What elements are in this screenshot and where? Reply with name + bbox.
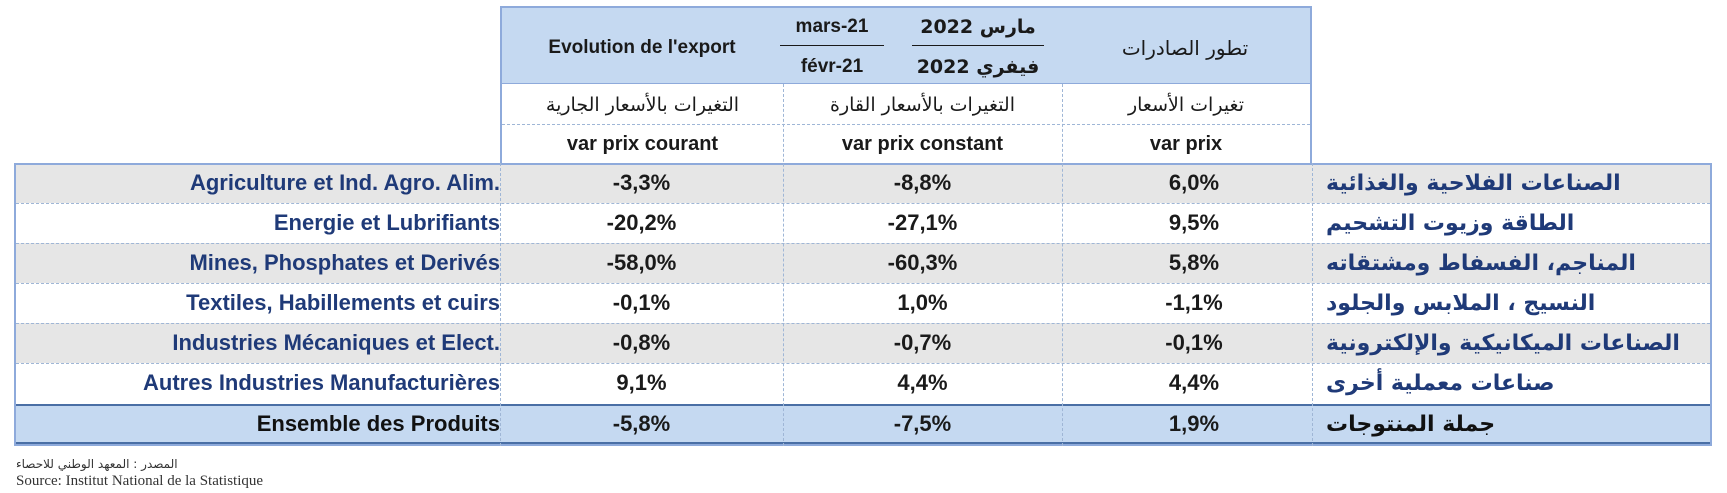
table-header-top [500,6,1312,84]
value-current: -0,1% [612,290,671,315]
total-row: Ensemble des Produits -5,8% -7,5% 1,9% ج… [14,404,1712,444]
value-constant: 1,0% [897,290,948,315]
header-divider [502,124,1310,125]
period-fr-denominator: févr-21 [800,56,864,77]
total-constant: -7,5% [893,411,952,436]
total-current: -5,8% [612,411,671,436]
header-title-fr: Evolution de l'export [548,37,736,58]
value-constant: 4,4% [897,370,948,395]
row-label-ar: الصناعات الميكانيكية والإلكترونية [1326,330,1680,356]
col-constant-fr: var prix constant [841,132,1004,155]
value-price: 6,0% [1168,170,1220,195]
value-constant: -8,8% [893,170,952,195]
row-label-fr: Agriculture et Ind. Agro. Alim. [189,170,500,195]
period-ar-fraction-line [912,45,1044,46]
row-separator [16,203,1710,204]
col-current-fr: var prix courant [566,132,719,155]
col-price-fr: var prix [1149,132,1223,155]
value-price: 5,8% [1168,250,1220,275]
value-price: -0,1% [1165,330,1223,355]
row-label-ar: النسيج ، الملابس والجلود [1326,290,1596,316]
row-label-fr: Textiles, Habillements et cuirs [186,290,500,315]
row-separator [16,283,1710,284]
source-fr: Source: Institut National de la Statisti… [16,473,264,489]
table-row: Autres Industries Manufacturières 9,1% 4… [14,363,1712,403]
total-label-fr: Ensemble des Produits [256,411,500,436]
row-label-fr: Industries Mécaniques et Elect. [172,330,500,355]
row-separator [16,243,1710,244]
period-ar-numerator: مارس 2022 [920,16,1036,38]
value-price: 4,4% [1168,370,1220,395]
value-price: 9,5% [1168,210,1220,235]
row-label-fr: Energie et Lubrifiants [273,210,500,235]
row-label-fr: Autres Industries Manufacturières [143,370,500,395]
table-row: Mines, Phosphates et Derivés -58,0% -60,… [14,243,1712,283]
row-label-ar: الصناعات الفلاحية والغذائية [1326,170,1621,196]
col-separator [1062,84,1063,446]
value-current: -3,3% [612,170,671,195]
col-price-ar: تغيرات الأسعار [1127,94,1245,116]
period-ar-denominator: فيفري 2022 [916,56,1040,78]
period-fr-numerator: mars-21 [795,16,869,37]
total-price: 1,9% [1168,411,1220,436]
value-constant: -0,7% [893,330,952,355]
col-separator [783,84,784,446]
value-constant: -27,1% [887,210,958,235]
col-separator [1312,163,1313,446]
col-constant-ar: التغيرات بالأسعار القارة [830,94,1015,116]
row-label-ar: صناعات معملية أخرى [1326,370,1555,396]
row-label-ar: المناجم، الفسفاط ومشتقاته [1326,250,1636,276]
value-price: -1,1% [1165,290,1223,315]
table-row: Agriculture et Ind. Agro. Alim. -3,3% -8… [14,163,1712,203]
table-row: Energie et Lubrifiants -20,2% -27,1% 9,5… [14,203,1712,243]
source-ar: المصدر : المعهد الوطني للاحصاء [16,457,178,471]
value-constant: -60,3% [887,250,958,275]
row-label-ar: الطاقة وزيوت التشحيم [1326,210,1575,236]
period-fr-fraction-line [780,45,884,46]
row-separator [16,323,1710,324]
value-current: -0,8% [612,330,671,355]
table-row: Industries Mécaniques et Elect. -0,8% -0… [14,323,1712,363]
value-current: -58,0% [606,250,677,275]
value-current: 9,1% [616,370,667,395]
row-separator [16,363,1710,364]
total-label-ar: جملة المنتوجات [1326,411,1496,437]
value-current: -20,2% [606,210,677,235]
header-title-ar: تطور الصادرات [1121,36,1249,60]
row-label-fr: Mines, Phosphates et Derivés [189,250,500,275]
table-header-columns [500,84,1312,163]
col-current-ar: التغيرات بالأسعار الجارية [545,94,740,116]
col-separator [500,163,501,446]
table-row: Textiles, Habillements et cuirs -0,1% 1,… [14,283,1712,323]
